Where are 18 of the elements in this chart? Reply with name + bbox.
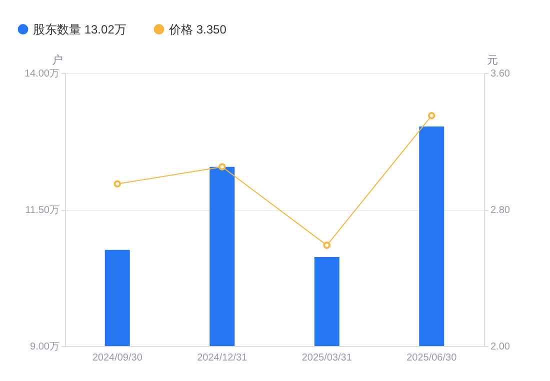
- x-tick-label: 2024/12/31: [197, 352, 248, 364]
- y-axis-title: 户: [52, 54, 63, 66]
- y2-tick-label: 3.60: [490, 68, 510, 80]
- y-tick-label: 11.50万: [25, 205, 60, 216]
- point: [428, 112, 436, 120]
- x-tick-label: 2025/06/30: [406, 352, 458, 364]
- x-tick-label: 2024/09/30: [92, 352, 143, 364]
- point: [114, 180, 122, 188]
- point: [218, 163, 226, 170]
- legend-label: 股东数量 13.02万: [33, 22, 126, 36]
- y-tick-label: 9.00万: [30, 342, 60, 352]
- x-tick-label: 2025/03/31: [302, 352, 352, 364]
- legend-label: 价格 3.350: [168, 22, 227, 36]
- y2-tick-label: 2.00: [490, 342, 510, 352]
- y2-axis-title: 元: [487, 54, 498, 66]
- point: [323, 242, 331, 249]
- y2-tick-label: 2.80: [490, 205, 510, 216]
- y-tick-label: 14.00万: [24, 68, 60, 80]
